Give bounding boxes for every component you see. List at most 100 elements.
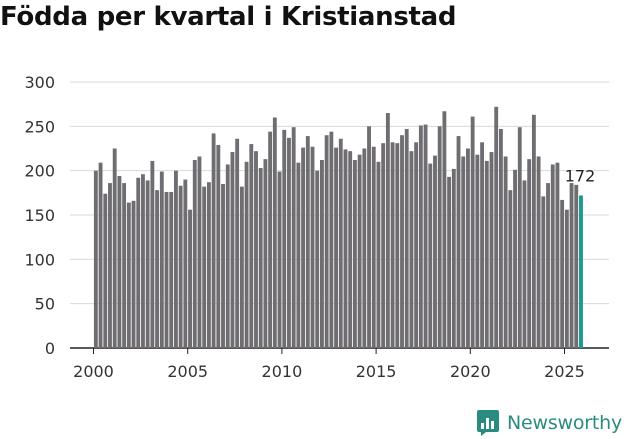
bar: [117, 175, 122, 348]
bar: [244, 161, 249, 348]
bar: [239, 186, 244, 348]
bar: [263, 159, 268, 348]
bar: [541, 196, 546, 348]
bar: [517, 127, 522, 348]
bar: [489, 152, 494, 348]
bar: [508, 190, 513, 348]
bar: [527, 159, 532, 348]
bar: [296, 162, 301, 348]
bar: [277, 171, 282, 348]
bar: [385, 113, 390, 349]
bar: [343, 149, 348, 348]
bar: [560, 199, 565, 348]
bar: [390, 142, 395, 348]
bar: [225, 164, 230, 348]
bar: [357, 154, 362, 348]
y-tick-label: 100: [24, 250, 55, 269]
bar: [310, 146, 315, 348]
bar: [423, 124, 428, 348]
bar: [456, 136, 461, 348]
bar: [141, 174, 145, 348]
x-tick-label: 2025: [544, 362, 585, 381]
bar: [145, 180, 150, 348]
bar: [131, 200, 136, 348]
bar: [150, 160, 155, 348]
bar: [320, 160, 324, 348]
bar: [93, 170, 98, 348]
bars: [93, 106, 583, 349]
bar: [315, 170, 320, 348]
brand-name: Newsworthy: [507, 412, 623, 434]
bar: [503, 156, 508, 348]
bar: [155, 190, 160, 348]
bar: [470, 116, 475, 348]
bar: [550, 164, 555, 348]
bar: [475, 154, 480, 348]
bar: [428, 163, 433, 348]
bar: [188, 209, 192, 348]
bar: [442, 111, 447, 348]
bar: [206, 182, 211, 348]
bar: [192, 160, 197, 348]
bar: [98, 162, 103, 348]
bar: [362, 148, 367, 348]
bar: [164, 191, 169, 348]
bar: [461, 156, 466, 348]
annotations: 172: [565, 166, 596, 185]
bar: [272, 117, 277, 348]
bar: [564, 209, 569, 348]
bar: [513, 169, 517, 348]
bar: [367, 126, 371, 348]
x-tick-label: 2000: [73, 362, 114, 381]
bar: [546, 183, 550, 348]
x-tick-label: 2005: [167, 362, 208, 381]
bar: [329, 131, 334, 348]
bar: [305, 136, 310, 348]
bar: [235, 138, 240, 348]
bar: [437, 126, 442, 348]
y-tick-label: 50: [35, 295, 55, 314]
bar: [197, 156, 202, 348]
bar: [522, 180, 527, 348]
bar: [414, 142, 419, 348]
bar: [433, 155, 437, 348]
bar: [531, 114, 536, 348]
bar: [268, 131, 273, 348]
bar: [381, 143, 386, 348]
bar: [258, 168, 263, 348]
bar: [287, 137, 291, 348]
y-tick-label: 200: [24, 162, 55, 181]
bar: [348, 151, 353, 348]
bar: [371, 146, 376, 348]
brand-logo: Newsworthy: [476, 407, 622, 439]
bar: [418, 125, 423, 349]
bar: [108, 183, 112, 348]
bar: [324, 135, 329, 348]
bar: [169, 191, 174, 348]
bar: [536, 156, 541, 348]
y-tick-label: 250: [24, 117, 55, 136]
bar: [484, 160, 489, 348]
bar: [221, 183, 225, 348]
bar: [178, 185, 183, 348]
bar: [498, 128, 503, 348]
bar: [249, 144, 254, 348]
bar: [409, 151, 414, 348]
y-tick-label: 0: [45, 339, 55, 358]
bar: [480, 142, 485, 348]
bar: [126, 202, 131, 348]
bar: [301, 147, 306, 348]
bar: [555, 162, 560, 348]
x-tick-label: 2020: [450, 362, 491, 381]
x-tick-label: 2010: [262, 362, 303, 381]
bar: [466, 148, 470, 348]
y-tick-label: 300: [24, 73, 55, 92]
bar: [352, 160, 357, 348]
bar: [376, 161, 381, 348]
bar: [395, 143, 400, 348]
bar: [447, 176, 452, 348]
bar: [112, 148, 117, 348]
bar: [159, 171, 164, 348]
bar: [230, 152, 235, 348]
